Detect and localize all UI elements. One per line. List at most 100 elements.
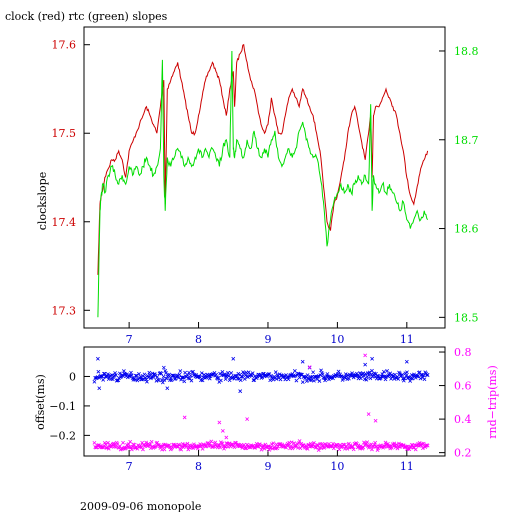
offset-point	[110, 377, 115, 382]
offset-point	[189, 378, 194, 383]
rndtrip-point	[370, 447, 374, 452]
rndtrip-point	[207, 441, 212, 446]
offset-point	[223, 377, 228, 381]
right-tick-label: 18.5	[454, 311, 479, 324]
offset-point	[161, 374, 166, 379]
offset-point	[239, 374, 244, 379]
offset-point	[115, 378, 120, 383]
offset-point	[320, 372, 325, 377]
rndtrip-point	[425, 443, 430, 448]
offset-point	[129, 370, 133, 375]
rndtrip-point-outlier	[363, 353, 368, 358]
rndtrip-point	[175, 444, 180, 449]
offset-point	[137, 372, 141, 376]
rndtrip-point-outlier	[182, 415, 187, 420]
rndtrip-point	[149, 439, 154, 444]
rndtrip-point	[351, 447, 356, 452]
offset-point	[101, 377, 106, 382]
offset-point	[169, 378, 174, 383]
offset-point	[343, 372, 348, 376]
offset-point	[358, 371, 362, 375]
offset-point	[218, 378, 223, 383]
chart-title: clock (red) rtc (green) slopes	[5, 10, 168, 23]
rndtrip-point	[383, 440, 388, 445]
rndtrip-point	[365, 440, 370, 445]
rndtrip-point-outlier	[373, 418, 378, 423]
offset-point	[325, 372, 330, 376]
offset-point	[187, 370, 191, 375]
x-axis-ticks: 7 8 9 10 11	[126, 322, 414, 346]
offset-point	[268, 378, 273, 383]
rndtrip-point-outlier	[366, 412, 371, 416]
rndtrip-point	[191, 446, 195, 450]
offset-point	[133, 373, 138, 378]
left-tick-label: 17.3	[52, 304, 77, 317]
rndtrip-point	[407, 447, 412, 452]
x-tick-label: 11	[400, 333, 414, 346]
rndtrip-point	[288, 444, 293, 449]
offset-point	[404, 373, 409, 378]
x-axis-ticks-bottom: 7 8 9 10 11	[126, 450, 414, 473]
offset-point-outlier	[404, 359, 409, 364]
offset-point	[357, 374, 362, 379]
rndtrip-point	[177, 443, 182, 448]
offset-point	[376, 374, 381, 379]
offset-point	[156, 378, 161, 383]
offset-point	[421, 373, 426, 378]
rndtrip-point	[141, 447, 145, 452]
rndtrip-tick-label: 0.6	[454, 380, 472, 393]
rndtrip-point	[148, 443, 152, 448]
left-tick-label: 17.4	[52, 216, 77, 229]
offset-point	[317, 379, 322, 383]
rndtrip-point	[128, 439, 133, 444]
x-tick-label: 9	[264, 333, 271, 346]
offset-point	[181, 375, 186, 380]
rndtrip-point	[298, 446, 303, 451]
offset-point	[185, 373, 190, 377]
offset-point	[319, 368, 323, 373]
offset-point	[315, 377, 319, 382]
offset-point	[260, 375, 265, 380]
rndtrip-point	[320, 443, 325, 448]
offset-point	[177, 372, 182, 377]
offset-point	[199, 371, 204, 375]
rndtrip-point	[253, 445, 257, 450]
offset-point	[145, 379, 149, 384]
offset-point	[266, 372, 271, 377]
rndtrip-axis-label: rnd−trip(ms)	[486, 365, 499, 439]
right-axis-ticks: 18.5 18.6 18.7 18.8	[439, 45, 479, 324]
offset-tick-label: −0.1	[49, 400, 76, 413]
x-tick-label: 7	[126, 333, 133, 346]
x-tick-label: 10	[330, 460, 344, 473]
offset-point	[188, 373, 193, 378]
offset-point	[401, 378, 406, 383]
rndtrip-point	[361, 445, 366, 450]
offset-axis-ticks: 0 −0.1 −0.2	[49, 370, 90, 442]
rndtrip-point	[417, 441, 422, 445]
rndtrip-point	[186, 447, 191, 452]
x-tick-label: 7	[126, 460, 133, 473]
offset-point	[147, 370, 152, 375]
offset-point-outlier	[161, 365, 166, 370]
rndtrip-point	[242, 443, 246, 447]
offset-point	[424, 373, 429, 377]
offset-point	[163, 369, 168, 373]
offset-series	[92, 353, 430, 452]
offset-point	[114, 373, 118, 377]
offset-point-outlier	[231, 356, 236, 361]
offset-point	[160, 380, 165, 385]
offset-point	[191, 369, 195, 374]
offset-point	[351, 375, 356, 380]
rndtrip-point	[92, 440, 97, 445]
offset-point	[358, 376, 363, 381]
rndtrip-point	[259, 447, 264, 452]
rndtrip-point	[153, 444, 158, 449]
offset-point	[162, 378, 167, 382]
offset-point	[102, 371, 106, 376]
offset-point	[167, 372, 172, 377]
offset-point	[305, 373, 310, 377]
offset-point	[250, 371, 255, 376]
rndtrip-point-outlier	[307, 365, 312, 370]
rndtrip-point	[385, 441, 390, 446]
offset-point	[198, 375, 203, 380]
